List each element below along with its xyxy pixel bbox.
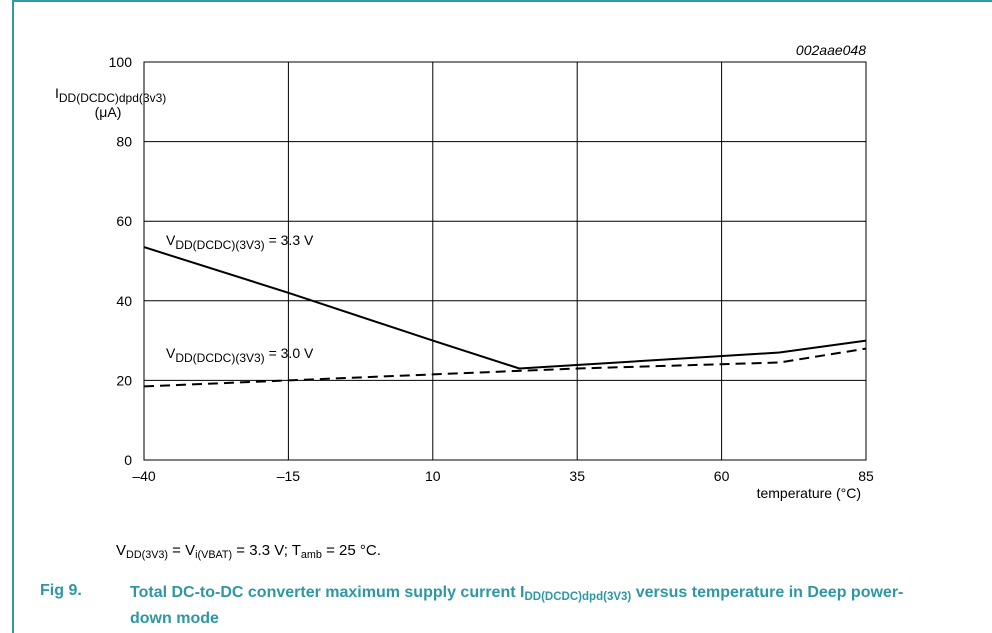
frame-top-border	[12, 0, 992, 2]
y-tick-label: 100	[109, 54, 133, 70]
chart-grid	[143, 61, 867, 461]
y-tick-label: 0	[124, 452, 132, 468]
x-tick-labels: –40 –15 10 35 60 85	[132, 468, 874, 484]
x-tick-label: 60	[714, 468, 730, 484]
chart-series	[143, 246, 867, 388]
x-tick-label: –40	[132, 468, 156, 484]
x-tick-label: 85	[858, 468, 874, 484]
plot-frame	[143, 61, 867, 461]
y-tick-labels: 0 20 40 60 80 100	[109, 54, 133, 468]
series-line-solid	[143, 246, 867, 370]
series-line-dashed	[143, 347, 867, 388]
y-tick-label: 80	[116, 134, 132, 150]
y-tick-label: 60	[116, 213, 132, 229]
figure-title: Total DC-to-DC converter maximum supply …	[130, 584, 904, 628]
x-axis-label: temperature (°C)	[757, 485, 861, 501]
y-axis-unit: (μA)	[95, 104, 122, 120]
x-tick-label: –15	[277, 468, 301, 484]
y-axis-label: IDD(DCDC)dpd(3v3)	[55, 85, 166, 105]
figure-reference-id: 002aae048	[796, 42, 866, 58]
series-label-3v0: VDD(DCDC)(3V3) = 3.0 V	[166, 345, 314, 365]
x-tick-label: 35	[569, 468, 585, 484]
x-tick-label: 10	[425, 468, 441, 484]
frame-left-border	[12, 0, 14, 633]
test-conditions: VDD(3V3) = Vi(VBAT) = 3.3 V; Tamb = 25 °…	[116, 542, 381, 562]
y-tick-label: 20	[116, 372, 132, 388]
series-label-3v3: VDD(DCDC)(3V3) = 3.3 V	[166, 232, 314, 252]
y-tick-label: 40	[116, 293, 132, 309]
figure-number: Fig 9.	[40, 582, 82, 599]
